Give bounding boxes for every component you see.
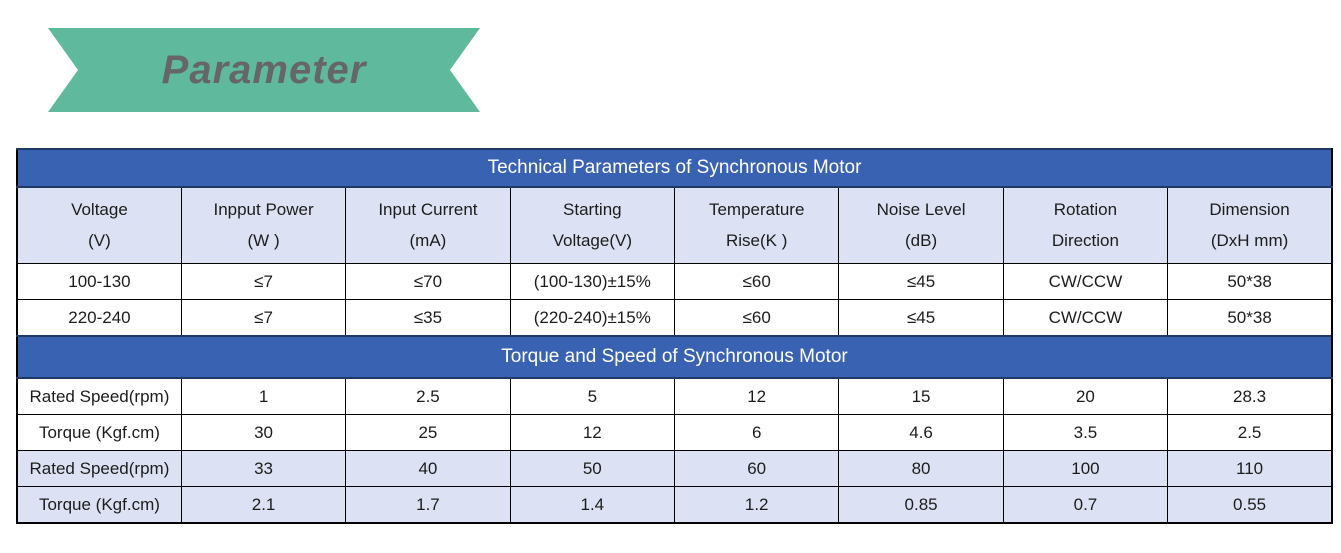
col-header-input-power: Inpput Power (W ) [180, 186, 347, 264]
table-cell: 110 [1167, 450, 1333, 487]
table-cell: 50 [509, 450, 676, 487]
row-label: Rated Speed(rpm) [16, 450, 182, 487]
table-cell: ≤60 [673, 263, 840, 300]
parameter-ribbon: Parameter [48, 28, 480, 112]
table-cell: 5 [509, 377, 676, 415]
table-cell: ≤7 [180, 299, 347, 337]
table-cell: 28.3 [1167, 377, 1333, 415]
spec-table: Technical Parameters of Synchronous Moto… [16, 148, 1333, 524]
table-cell: ≤7 [180, 263, 347, 300]
table-cell: ≤70 [345, 263, 511, 300]
table-cell: 100 [1002, 450, 1169, 487]
torque-speed-row-4: Torque (Kgf.cm) 2.1 1.7 1.4 1.2 0.85 0.7… [16, 486, 1333, 524]
table-cell: 12 [673, 377, 840, 415]
table-cell: 40 [345, 450, 511, 487]
table-cell: 60 [673, 450, 840, 487]
table-cell: 80 [838, 450, 1004, 487]
table-cell: 220-240 [16, 299, 182, 337]
table-cell: ≤60 [673, 299, 840, 337]
table-cell: 2.1 [180, 486, 347, 524]
table-cell: 20 [1002, 377, 1169, 415]
table-cell: 50*38 [1167, 299, 1333, 337]
col-header-starting-voltage: Starting Voltage(V) [509, 186, 676, 264]
table-cell: 2.5 [1167, 414, 1333, 451]
table-cell: 12 [509, 414, 676, 451]
col-header-voltage: Voltage (V) [16, 186, 182, 264]
spec-row-220-240: 220-240 ≤7 ≤35 (220-240)±15% ≤60 ≤45 CW/… [16, 299, 1333, 337]
table-cell: 0.85 [838, 486, 1004, 524]
table-cell: 2.5 [345, 377, 511, 415]
table-cell: 1.7 [345, 486, 511, 524]
table-cell: 6 [673, 414, 840, 451]
col-header-dimension: Dimension (DxH mm) [1167, 186, 1333, 264]
table-cell: 1.4 [509, 486, 676, 524]
table-cell: CW/CCW [1002, 299, 1169, 337]
ribbon-label: Parameter [161, 47, 367, 92]
section1-title: Technical Parameters of Synchronous Moto… [16, 148, 1333, 188]
table-cell: ≤35 [345, 299, 511, 337]
table-cell: 1 [180, 377, 347, 415]
torque-speed-row-3: Rated Speed(rpm) 33 40 50 60 80 100 110 [16, 450, 1333, 487]
table-cell: 50*38 [1167, 263, 1333, 300]
torque-speed-row-2: Torque (Kgf.cm) 30 25 12 6 4.6 3.5 2.5 [16, 414, 1333, 451]
table-cell: 100-130 [16, 263, 182, 300]
spec-row-100-130: 100-130 ≤7 ≤70 (100-130)±15% ≤60 ≤45 CW/… [16, 263, 1333, 300]
table-cell: 0.55 [1167, 486, 1333, 524]
table-cell: CW/CCW [1002, 263, 1169, 300]
col-header-temperature-rise: Temperature Rise(K ) [673, 186, 840, 264]
section1-title-row: Technical Parameters of Synchronous Moto… [16, 148, 1333, 188]
section2-title: Torque and Speed of Synchronous Motor [16, 335, 1333, 379]
section2-title-row: Torque and Speed of Synchronous Motor [16, 335, 1333, 379]
table-cell: (100-130)±15% [509, 263, 676, 300]
section1-header-row: Voltage (V) Inpput Power (W ) Input Curren… [16, 186, 1333, 264]
col-header-noise-level: Noise Level (dB) [838, 186, 1004, 264]
col-header-rotation-direction: Rotation Direction [1002, 186, 1169, 264]
table-cell: 4.6 [838, 414, 1004, 451]
table-cell: (220-240)±15% [509, 299, 676, 337]
col-header-input-current: Input Current (mA) [345, 186, 511, 264]
table-cell: ≤45 [838, 299, 1004, 337]
row-label: Torque (Kgf.cm) [16, 414, 182, 451]
table-cell: 3.5 [1002, 414, 1169, 451]
table-cell: ≤45 [838, 263, 1004, 300]
table-cell: 33 [180, 450, 347, 487]
table-cell: 25 [345, 414, 511, 451]
torque-speed-row-1: Rated Speed(rpm) 1 2.5 5 12 15 20 28.3 [16, 377, 1333, 415]
table-cell: 30 [180, 414, 347, 451]
table-cell: 15 [838, 377, 1004, 415]
table-cell: 1.2 [673, 486, 840, 524]
row-label: Rated Speed(rpm) [16, 377, 182, 415]
table-cell: 0.7 [1002, 486, 1169, 524]
row-label: Torque (Kgf.cm) [16, 486, 182, 524]
